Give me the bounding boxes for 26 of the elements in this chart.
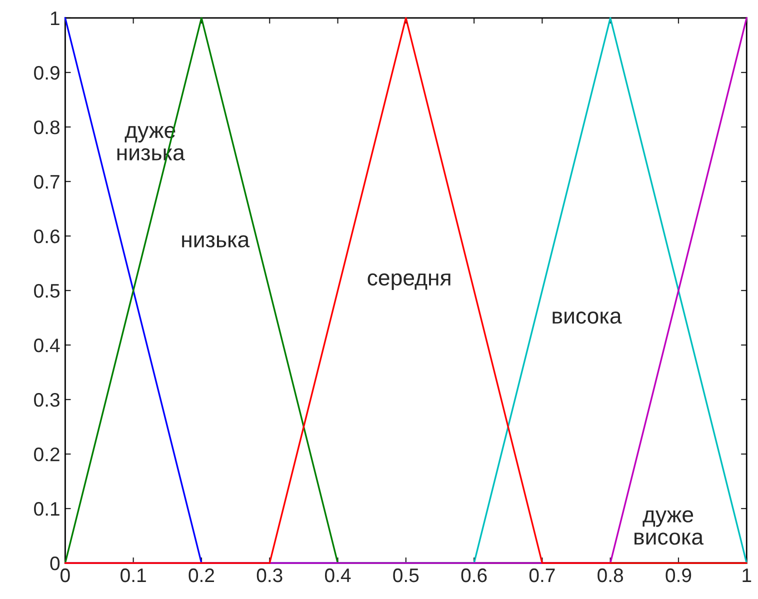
y-tick-label: 1 [50,12,60,26]
x-tick-label: 0.8 [598,568,624,582]
y-tick-label: 0 [50,556,60,570]
x-tick-label: 0.6 [461,568,487,582]
y-tick-label: 0.6 [34,229,60,244]
series-label: низька [182,235,250,248]
x-tick-label: 0.7 [529,568,555,582]
x-tick-label: 1 [742,568,752,582]
y-tick-label: 0.9 [34,66,60,80]
x-tick-label: 0.5 [393,568,419,582]
y-tick-label: 0.1 [34,502,60,516]
y-tick-label: 0.3 [34,393,60,407]
x-tick-label: 0.3 [256,568,282,582]
x-tick-label: 0 [60,568,70,582]
x-tick-label: 0.9 [666,568,692,582]
y-tick-label: 0.2 [34,448,60,462]
x-tick-label: 0.2 [188,568,214,582]
y-tick-label: 0.4 [34,338,60,352]
series-label: середня [368,273,450,290]
y-tick-label: 0.5 [34,284,60,298]
series-label: дуже висока [634,510,704,545]
x-tick-label: 0.1 [120,568,146,582]
y-tick-label: 0.8 [34,120,60,134]
y-tick-label: 0.7 [34,174,60,189]
x-tick-label: 0.4 [325,568,351,582]
series-label: висока [552,312,622,324]
